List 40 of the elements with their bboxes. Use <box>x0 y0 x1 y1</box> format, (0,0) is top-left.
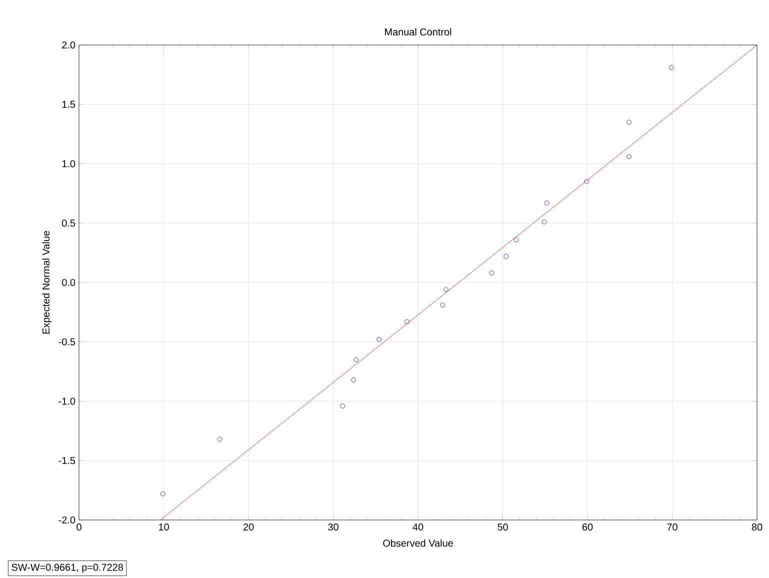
x-tick-label: 20 <box>243 524 254 531</box>
x-tick-label: 70 <box>667 524 678 531</box>
x-tick-label: 10 <box>158 524 169 531</box>
point <box>489 270 494 276</box>
chart-title: Manual Control <box>385 28 452 36</box>
y-tick-label: -1.0 <box>58 398 76 405</box>
point <box>376 337 382 342</box>
text: SW-W=0.9661, p=0.7228 <box>12 564 124 573</box>
point <box>542 220 547 224</box>
point <box>354 357 359 362</box>
y-tick-label: 1.0 <box>62 160 76 168</box>
x-tick-label: 50 <box>498 524 508 531</box>
point <box>626 154 632 160</box>
x-axis-title: Observed Value <box>383 539 453 547</box>
point <box>217 436 222 442</box>
y-tick-label: -2.0 <box>58 516 76 524</box>
y-tick-label: -0.5 <box>58 338 76 346</box>
y-tick-label: 0.0 <box>62 278 76 286</box>
x-tick-label: 30 <box>328 524 338 531</box>
y-tick-label: -1.5 <box>58 457 76 464</box>
y-tick-label: 2.0 <box>62 41 76 49</box>
point <box>404 319 410 324</box>
x-tick-label: 0 <box>76 524 82 531</box>
point <box>669 65 674 70</box>
x-tick-label: 60 <box>582 524 593 531</box>
point <box>440 302 445 308</box>
y-tick-label: 0.5 <box>62 220 76 227</box>
y-axis-title: Expected Normal Value <box>42 230 52 334</box>
point <box>514 237 519 242</box>
point <box>160 491 166 496</box>
x-tick-label: 40 <box>412 524 424 531</box>
x-tick-label: 80 <box>752 524 762 531</box>
point <box>340 404 345 408</box>
point <box>584 179 590 184</box>
point <box>444 287 448 292</box>
y-tick-label: 1.5 <box>62 100 76 108</box>
point <box>351 377 356 382</box>
point <box>626 120 632 125</box>
point <box>504 254 509 259</box>
point <box>544 200 550 206</box>
